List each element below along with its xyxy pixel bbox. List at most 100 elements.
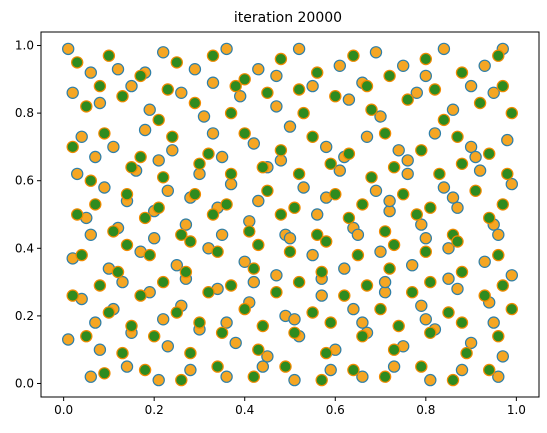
scatter-point xyxy=(156,313,170,326)
scatter-point xyxy=(125,319,138,333)
scatter-point xyxy=(184,363,197,377)
scatter-point xyxy=(311,228,324,241)
scatter-point xyxy=(347,302,360,316)
scatter-point xyxy=(492,49,505,62)
scatter-point xyxy=(229,79,242,93)
scatter-point xyxy=(464,140,478,154)
scatter-point xyxy=(70,167,84,181)
scatter-point xyxy=(211,245,224,258)
scatter-point xyxy=(98,127,111,140)
scatter-point xyxy=(324,316,337,329)
scatter-point xyxy=(483,211,496,225)
scatter-point xyxy=(283,120,297,133)
scatter-point xyxy=(229,336,242,350)
scatter-point xyxy=(93,343,107,356)
plot-frame xyxy=(40,31,540,398)
scatter-point xyxy=(256,319,269,333)
scatter-point xyxy=(134,289,147,302)
scatter-point xyxy=(387,160,401,174)
scatter-point xyxy=(496,350,509,363)
scatter-point xyxy=(134,69,147,83)
scatter-point xyxy=(261,86,274,100)
scatter-point xyxy=(120,238,134,252)
scatter-point xyxy=(288,326,301,339)
scatter-point xyxy=(351,228,365,241)
scatter-point xyxy=(369,46,383,59)
scatter-point xyxy=(492,330,505,343)
scatter-point xyxy=(446,103,460,116)
scatter-point xyxy=(170,306,183,319)
scatter-point xyxy=(365,171,378,184)
scatter-point xyxy=(206,208,220,221)
scatter-point xyxy=(437,113,451,127)
y-tick-label: 1.0 xyxy=(15,39,34,53)
scatter-point xyxy=(333,164,346,177)
scatter-point xyxy=(116,275,129,289)
scatter-point xyxy=(492,228,505,241)
scatter-point xyxy=(206,49,220,62)
scatter-point xyxy=(338,262,351,275)
scatter-point xyxy=(446,191,460,204)
y-tick-label: 0.8 xyxy=(15,106,34,120)
scatter-point xyxy=(233,89,247,103)
scatter-point xyxy=(270,100,283,113)
scatter-point xyxy=(311,208,324,221)
scatter-point xyxy=(270,269,283,282)
scatter-point xyxy=(483,363,496,377)
scatter-point xyxy=(333,59,346,73)
scatter-point xyxy=(428,83,442,96)
scatter-point xyxy=(383,69,396,83)
scatter-point xyxy=(161,184,174,197)
scatter-point xyxy=(401,154,414,167)
scatter-point xyxy=(89,316,102,329)
scatter-point xyxy=(401,93,414,106)
scatter-point xyxy=(297,181,310,194)
scatter-point xyxy=(478,289,491,302)
scatter-point xyxy=(193,316,206,329)
scatter-point xyxy=(61,42,75,56)
scatter-point xyxy=(261,184,274,197)
x-tick-label: 0.6 xyxy=(326,403,345,417)
y-tick-label: 0.6 xyxy=(15,174,34,188)
scatter-point xyxy=(188,187,202,201)
scatter-point xyxy=(469,184,482,197)
scatter-point xyxy=(93,96,107,110)
scatter-point xyxy=(170,259,183,272)
scatter-point xyxy=(451,235,464,248)
scatter-point xyxy=(66,289,79,302)
scatter-point xyxy=(306,130,319,143)
scatter-point xyxy=(125,79,138,93)
scatter-point xyxy=(501,133,514,147)
scatter-point xyxy=(342,147,356,160)
scatter-point xyxy=(256,360,269,373)
scatter-point xyxy=(419,313,432,326)
scatter-point xyxy=(410,208,423,221)
scatter-point xyxy=(238,127,251,140)
scatter-point xyxy=(410,86,423,100)
scatter-point xyxy=(329,89,342,103)
scatter-point xyxy=(84,66,98,79)
scatter-point xyxy=(120,187,134,201)
y-tick-label: 0.0 xyxy=(15,376,34,390)
scatter-point xyxy=(252,62,265,76)
scatter-point xyxy=(387,238,401,252)
scatter-point xyxy=(292,83,306,96)
scatter-point xyxy=(202,286,215,299)
scatter-point xyxy=(61,333,75,346)
scatter-point xyxy=(252,343,265,356)
scatter-point xyxy=(220,316,233,329)
scatter-point xyxy=(161,83,174,96)
scatter-point xyxy=(419,52,432,66)
scatter-point xyxy=(116,89,129,103)
scatter-point xyxy=(220,198,233,211)
scatter-point xyxy=(329,187,342,201)
scatter-point xyxy=(378,127,392,140)
y-tick-label: 0.2 xyxy=(15,309,34,323)
scatter-point xyxy=(179,265,193,279)
scatter-point xyxy=(392,144,405,157)
scatter-point xyxy=(406,286,419,299)
scatter-point xyxy=(84,174,98,187)
scatter-point xyxy=(197,110,211,123)
scatter-point xyxy=(252,238,265,252)
